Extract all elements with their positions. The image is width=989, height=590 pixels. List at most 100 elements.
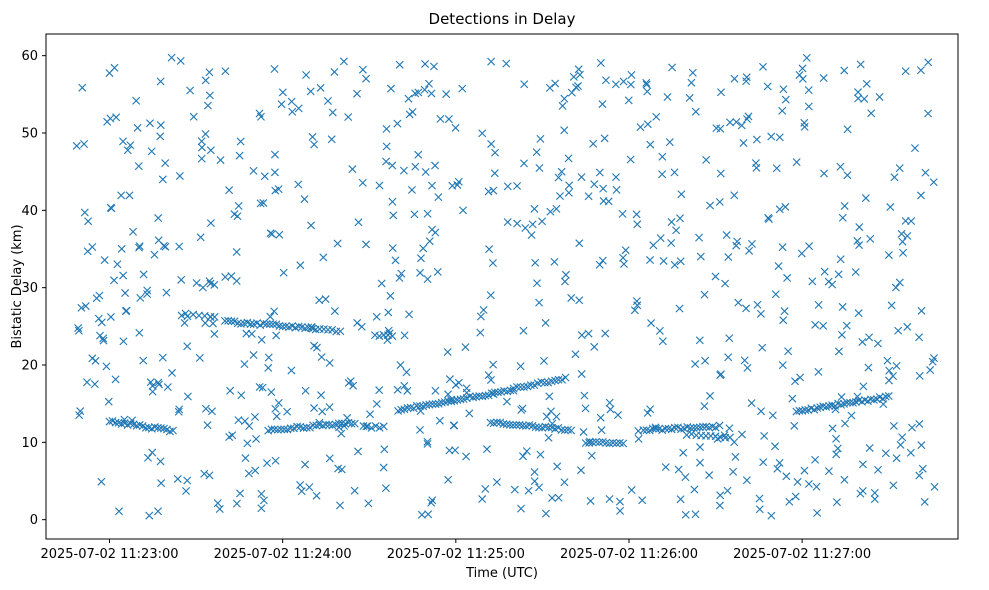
detection-point [106,114,115,123]
track-point [554,375,563,384]
detection-point [325,358,334,367]
detection-point [560,126,569,135]
track-point [619,439,628,448]
detection-point [119,137,128,146]
detection-point [386,291,395,300]
track-point [275,321,284,330]
detection-point [358,178,367,187]
detection-point [442,90,451,99]
detection-point [892,454,901,463]
detection-point [858,486,867,495]
detection-point [513,181,522,190]
detection-point [104,397,113,406]
detection-point [266,312,275,321]
detection-point [306,87,315,96]
detection-point [560,478,569,487]
track-point [459,394,468,403]
detection-point [672,226,681,235]
detection-point [740,356,749,365]
detection-point [862,79,871,88]
detection-point [788,394,797,403]
track-point [499,419,508,428]
detection-point [843,171,852,180]
detection-point [247,329,256,338]
detection-point [397,269,406,278]
detection-point [520,159,528,168]
detection-point [723,486,732,495]
detection-point [210,330,219,339]
detection-point [658,152,667,161]
detection-point [490,169,499,178]
detection-point [702,155,711,164]
detection-point [119,271,128,280]
detection-point [233,212,242,221]
detection-point [626,80,635,89]
detection-point [576,466,585,475]
detection-point [743,115,752,124]
track-point [884,392,893,401]
x-axis-title: Time (UTC) [465,566,538,581]
track-point [236,319,245,328]
detection-point [119,337,128,346]
detection-point [598,100,607,109]
detection-point [715,197,724,206]
detection-point [236,137,245,146]
detection-point [102,362,111,371]
detection-point [767,132,776,141]
track-point [689,423,698,432]
detection-point [252,434,261,443]
detection-point [330,67,339,76]
detection-point [716,491,725,500]
detection-point [113,260,122,269]
detection-point [241,454,250,463]
track-point [307,323,316,332]
detection-point [915,471,924,480]
y-axis: 0 10 20 30 40 50 60 [21,49,46,528]
detection-point [180,318,189,327]
detection-point [865,333,874,342]
detection-point [518,452,527,461]
detection-point [725,334,734,343]
detection-point [382,142,391,151]
detection-point [771,290,780,299]
detection-point [154,214,163,223]
y-tick-label: 40 [21,204,38,219]
detection-point [197,137,206,146]
detection-point [484,371,493,380]
detection-point [655,326,664,335]
track-point [406,403,415,412]
detection-point [924,109,933,118]
detection-point [519,326,528,335]
detection-point [425,237,434,246]
detection-point [260,172,269,181]
detection-point [192,279,201,287]
track-point [608,438,617,447]
detection-point [148,387,157,396]
track-point [159,424,168,433]
track-point [843,398,852,407]
detection-point [597,426,606,435]
track-point [869,395,878,404]
detection-point [840,475,849,484]
track-point [828,401,837,410]
detection-point [780,307,789,316]
detection-point [755,494,764,503]
track-point [132,421,141,430]
detection-point [596,413,605,422]
track-point [822,402,831,411]
detection-point [372,312,381,321]
detection-point [234,201,243,210]
detection-point [270,307,279,316]
detection-point [234,416,243,425]
detection-point [301,386,310,395]
detection-point [601,76,610,85]
detection-point [434,193,443,202]
detection-point [129,227,138,236]
track-point [428,400,437,409]
detection-point [433,267,442,276]
track-point [286,424,295,433]
detection-point [881,449,890,458]
detection-point [312,491,321,500]
detection-point [126,141,135,150]
